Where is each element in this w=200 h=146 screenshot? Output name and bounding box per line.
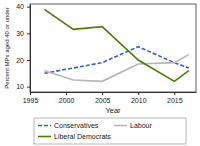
lines	[44, 9, 188, 81]
legend-label: Conservatives	[54, 122, 99, 129]
y-tick-label: 10	[16, 83, 24, 90]
y-tick-mark	[27, 7, 30, 8]
x-axis: 1995 2000 2005 2010 2015	[23, 92, 197, 104]
x-tick: 1995	[23, 92, 39, 104]
y-tick-label: 40	[16, 3, 24, 10]
x-tick-label: 2010	[131, 97, 147, 104]
x-axis-title: Year	[105, 106, 121, 115]
series-line	[44, 9, 188, 81]
y-tick-label: 20	[16, 57, 24, 64]
y-tick-mark	[27, 33, 30, 34]
y-tick-mark	[27, 87, 30, 88]
x-tick-label: 2015	[167, 97, 183, 104]
x-tick-label: 2005	[95, 97, 111, 104]
y-axis-title: Percent MPs aged 40 or under	[4, 7, 10, 89]
legend-swatch	[38, 136, 51, 138]
chart: 1995 2000 2005 2010 2015 10 20 30 40 Year Percent …	[0, 0, 200, 146]
y-axis: 10 20 30 40	[16, 3, 30, 92]
y-tick-mark	[27, 60, 30, 61]
legend: Conservatives Labour Liberal Democrats	[34, 118, 186, 144]
legend-swatch	[114, 125, 127, 127]
plot-frame	[30, 4, 196, 92]
plot: 1995 2000 2005 2010 2015 10 20 30 40	[16, 3, 196, 104]
x-tick: 2005	[95, 92, 111, 104]
y-axis-line	[30, 5, 31, 93]
x-tick-label: 1995	[23, 97, 39, 104]
legend-label: Labour	[130, 122, 152, 129]
x-tick-mark	[174, 92, 175, 95]
y-tick-label: 30	[16, 30, 24, 37]
y-tick: 10	[16, 83, 30, 90]
x-tick-mark	[102, 92, 103, 95]
x-tick-label: 2000	[59, 97, 75, 104]
y-tick: 20	[16, 57, 30, 64]
legend-label: Liberal Democrats	[54, 133, 111, 140]
x-tick-mark	[138, 92, 139, 95]
x-tick-mark	[66, 92, 67, 95]
legend-box	[34, 118, 186, 144]
x-axis-line	[31, 92, 197, 93]
y-tick: 30	[16, 30, 30, 37]
x-tick: 2000	[59, 92, 75, 104]
series-line	[44, 47, 188, 74]
x-tick: 2010	[131, 92, 147, 104]
y-tick: 40	[16, 3, 30, 10]
x-tick: 2015	[167, 92, 183, 104]
legend-swatch	[38, 125, 51, 127]
